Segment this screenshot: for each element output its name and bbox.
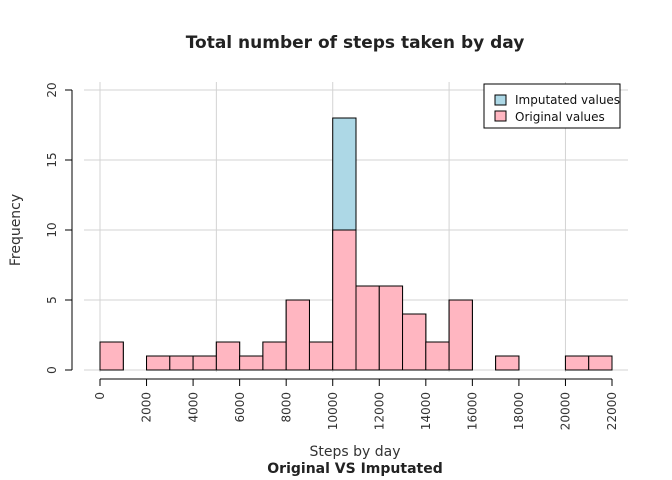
y-tick-label: 0 [45, 366, 59, 374]
x-tick-label: 18000 [512, 392, 526, 430]
bar-original [262, 341, 287, 371]
x-tick-label: 16000 [466, 392, 480, 430]
legend-label-imputated: Imputated values [515, 93, 620, 107]
bar-original [425, 341, 450, 371]
bar-original [448, 299, 473, 371]
chart-subtitle: Original VS Imputated [267, 461, 442, 477]
bar-original [239, 355, 264, 371]
x-tick-label: 6000 [233, 392, 247, 423]
legend-label-original: Original values [515, 110, 605, 124]
y-axis: 0 5 10 15 20 [45, 82, 73, 374]
x-tick-label: 14000 [419, 392, 433, 430]
legend-box [483, 83, 621, 129]
bar-original [285, 299, 310, 371]
x-tick-label: 2000 [140, 392, 154, 423]
legend: Imputated values Original values [483, 83, 621, 129]
bar-original [99, 341, 124, 371]
bar-original [169, 355, 194, 371]
x-tick-label: 4000 [186, 392, 200, 423]
y-tick-label: 20 [45, 82, 59, 97]
bar-original [378, 285, 404, 371]
bar-original [332, 229, 357, 371]
y-tick-label: 10 [45, 222, 59, 237]
bar-original [588, 355, 613, 371]
y-tick-label: 15 [45, 152, 59, 167]
x-tick-label: 10000 [326, 392, 340, 430]
x-tick-label: 20000 [559, 392, 573, 430]
bars-original [99, 229, 613, 371]
legend-swatch-original [494, 110, 507, 122]
x-tick-label: 22000 [605, 392, 619, 430]
bar-original [146, 355, 171, 371]
x-axis-label: Steps by day [310, 444, 401, 460]
bar-original [355, 285, 380, 371]
bar-original [215, 341, 241, 371]
x-tick-label: 12000 [372, 392, 386, 430]
bar-original [308, 341, 334, 371]
y-axis-label: Frequency [8, 194, 24, 266]
bar-original [495, 355, 520, 371]
bar-original [564, 355, 590, 371]
y-tick-label: 5 [45, 296, 59, 304]
legend-swatch-imputated [494, 94, 507, 106]
bar-original [402, 313, 427, 371]
chart-title: Total number of steps taken by day [186, 33, 525, 53]
bar-original [192, 355, 217, 371]
x-axis: 0 2000 4000 6000 8000 10000 12000 14000 16000 180… [93, 378, 619, 430]
x-tick-label: 0 [93, 392, 107, 400]
x-tick-label: 8000 [279, 392, 293, 423]
